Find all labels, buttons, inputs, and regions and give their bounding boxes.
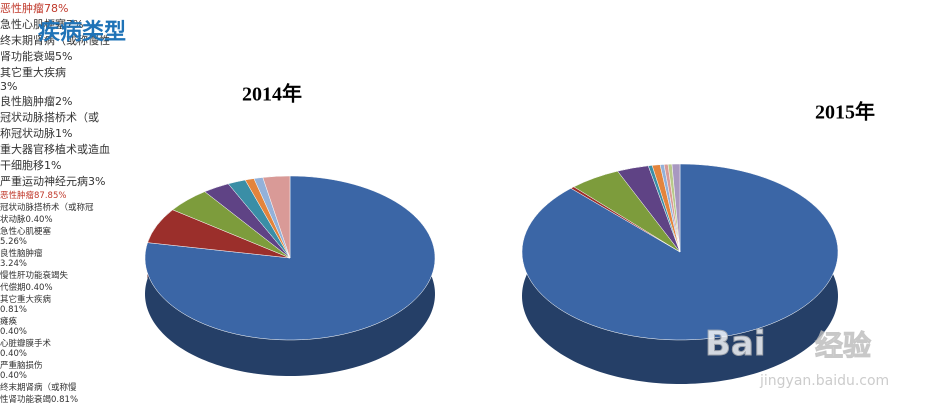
slice-name: 重大器官移植术或造血干细胞移 <box>0 143 110 172</box>
slice-name: 良性脑肿瘤 <box>0 249 43 259</box>
chart-title: 2015年 <box>815 100 875 124</box>
slice-name: 急性心肌梗塞 <box>0 227 52 237</box>
slice-value: 1% <box>44 159 62 172</box>
slice-value: 5% <box>55 50 73 63</box>
pie <box>521 163 839 384</box>
slice-name: 恶性肿瘤 <box>0 2 44 15</box>
slice-name: 严重运动神经元病 <box>0 175 88 188</box>
slice <box>262 175 291 259</box>
slice-value: 0.40% <box>25 283 53 293</box>
slice-name: 终末期肾病（或称慢性肾功能衰竭 <box>0 383 77 405</box>
slice-name: 冠状动脉搭桥术（或称冠状动脉 <box>0 111 99 140</box>
slice-value: 0.40% <box>0 349 28 359</box>
slice-label: 恶性肿瘤78% <box>0 0 80 16</box>
slice-label: 慢性肝功能衰竭失代偿期0.40% <box>0 269 70 293</box>
slice-label: 严重脑损伤0.40% <box>0 359 60 381</box>
slice-value: 0.40% <box>25 215 53 225</box>
pie <box>144 175 436 376</box>
slice-name: 严重脑损伤 <box>0 361 43 371</box>
slice-label: 冠状动脉搭桥术（或称冠状动脉0.40% <box>0 201 100 225</box>
slice-value: 0.40% <box>0 327 28 337</box>
slice-label: 终末期肾病（或称慢性肾功能衰竭0.81% <box>0 381 80 405</box>
slice <box>671 163 681 253</box>
chart-title: 2014年 <box>242 82 302 106</box>
slice-name: 其它重大疾病 <box>0 66 66 79</box>
pie-tops <box>521 163 839 341</box>
slice-label: 瘫痪0.40% <box>0 315 30 337</box>
slice-name: 急性心肌梗塞 <box>0 18 66 31</box>
slice-label: 心脏瓣膜手术0.40% <box>0 337 70 359</box>
slice-value: 7% <box>66 18 84 31</box>
slice-value: 0.40% <box>0 371 28 381</box>
slice-label: 终末期肾病（或称慢性肾功能衰竭5% <box>0 32 110 64</box>
watermark: Bai <box>705 324 766 364</box>
slice-value: 87.85% <box>34 191 67 201</box>
slice-label: 良性脑肿瘤2% <box>0 93 80 109</box>
slice-name: 心脏瓣膜手术 <box>0 339 52 349</box>
slice-label: 急性心肌梗塞5.26% <box>0 225 70 247</box>
pie-tops <box>144 175 436 341</box>
slice-value: 3.24% <box>0 259 28 269</box>
slice-label: 良性脑肿瘤3.24% <box>0 247 60 269</box>
slice-name: 其它重大疾病 <box>0 295 52 305</box>
slice-label: 冠状动脉搭桥术（或称冠状动脉1% <box>0 109 100 141</box>
slice-label: 急性心肌梗塞7% <box>0 16 90 32</box>
slice-name: 冠状动脉搭桥术（或称冠状动脉 <box>0 203 94 225</box>
slice-label: 其它重大疾病0.81% <box>0 293 55 315</box>
slice-value: 5.26% <box>0 237 28 247</box>
slice-label: 其它重大疾病3% <box>0 64 80 93</box>
slice-name: 良性脑肿瘤 <box>0 95 55 108</box>
slice-value: 3% <box>88 175 106 188</box>
slice-name: 瘫痪 <box>0 317 18 327</box>
slice-value: 2% <box>55 95 73 108</box>
slice-label: 严重运动神经元病3% <box>0 173 120 189</box>
watermark: 经验 <box>815 329 871 362</box>
page-title: 疾病类型 <box>38 20 127 45</box>
slice-value: 3% <box>0 80 18 93</box>
slice-value: 0.81% <box>51 395 79 405</box>
slice-value: 78% <box>44 2 69 15</box>
watermark: jingyan.baidu.com <box>759 373 889 389</box>
slice-label: 重大器官移植术或造血干细胞移1% <box>0 141 110 173</box>
slice-value: 0.81% <box>0 305 28 315</box>
slice-name: 慢性肝功能衰竭失代偿期 <box>0 271 69 293</box>
slice-value: 1% <box>55 127 73 140</box>
slice-name: 恶性肿瘤 <box>0 191 35 201</box>
slice-label: 恶性肿瘤87.85% <box>0 189 70 201</box>
slice-name: 终末期肾病（或称慢性肾功能衰竭 <box>0 34 110 63</box>
